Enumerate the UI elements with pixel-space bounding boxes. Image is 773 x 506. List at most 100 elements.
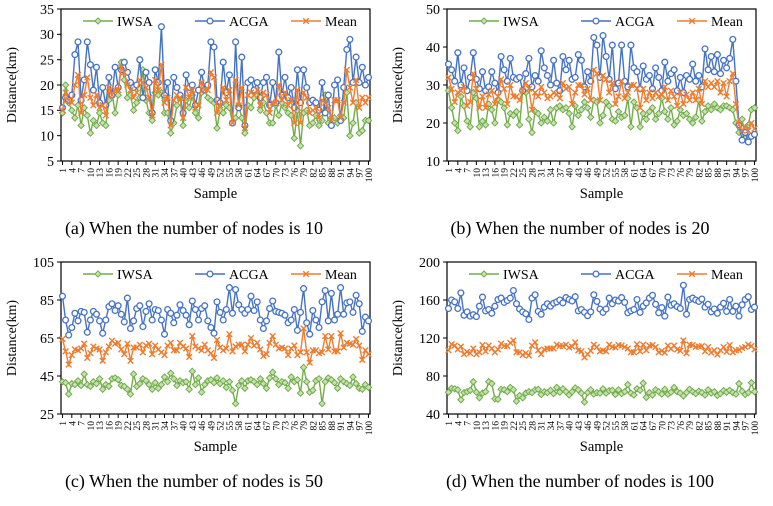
svg-text:52: 52: [603, 421, 613, 431]
svg-text:46: 46: [584, 168, 594, 178]
svg-text:15: 15: [40, 104, 54, 119]
series-IWSA: [444, 86, 759, 141]
svg-text:1: 1: [445, 168, 455, 173]
legend-label-IWSA: IWSA: [117, 15, 154, 30]
svg-text:31: 31: [538, 168, 548, 178]
y-axis-title: Distance(km): [391, 300, 406, 377]
svg-text:4: 4: [68, 168, 78, 173]
svg-text:40: 40: [180, 168, 190, 178]
svg-text:7: 7: [464, 168, 474, 173]
svg-text:55: 55: [612, 421, 622, 431]
svg-text:10: 10: [426, 155, 440, 170]
svg-text:200: 200: [419, 256, 440, 271]
svg-text:61: 61: [630, 421, 640, 431]
svg-text:67: 67: [649, 421, 659, 431]
svg-text:43: 43: [189, 421, 199, 431]
svg-text:91: 91: [337, 168, 347, 178]
x-axis-title: Sample: [194, 186, 238, 202]
svg-text:58: 58: [621, 421, 631, 431]
x-axis: 1 4 7 10 13 16 19 22 25 28 31 34 37 40 43 46 49 52 55 58 61 6…: [59, 161, 375, 182]
svg-text:73: 73: [282, 421, 292, 431]
series-Mean: [445, 337, 758, 361]
svg-text:105: 105: [33, 256, 54, 271]
svg-text:49: 49: [593, 421, 603, 431]
svg-text:1: 1: [59, 168, 69, 173]
legend-label-ACGA: ACGA: [615, 15, 656, 30]
svg-text:73: 73: [668, 421, 678, 431]
svg-text:97: 97: [742, 421, 752, 431]
x-axis: 1 4 7 10 13 16 19 22 25 28 31 34 37 40 43 46 49 52 55 58 61 6…: [445, 414, 761, 435]
svg-text:58: 58: [235, 421, 245, 431]
legend-label-ACGA: ACGA: [229, 268, 270, 283]
chart-d-caption: (d) When the number of nodes is 100: [445, 471, 715, 491]
svg-text:10: 10: [87, 168, 97, 178]
chart-a-caption: (a) When the number of nodes is 10: [64, 218, 324, 238]
chart-panel-a: 5 10 15 20 25 30 35 1 4 7 10 13 16 19 22 25 28 31 34 37 40 43…: [1, 0, 387, 253]
svg-text:58: 58: [235, 168, 245, 178]
svg-text:1: 1: [445, 421, 455, 426]
svg-text:35: 35: [40, 3, 54, 18]
svg-text:85: 85: [705, 168, 715, 178]
series-Mean: [445, 66, 758, 134]
svg-text:97: 97: [356, 421, 366, 431]
legend: IWSA ACGA Mean: [83, 15, 357, 30]
svg-text:28: 28: [142, 421, 152, 431]
svg-text:34: 34: [161, 421, 171, 431]
svg-text:37: 37: [170, 421, 180, 431]
svg-text:25: 25: [40, 53, 54, 68]
legend: IWSA ACGA Mean: [83, 268, 357, 283]
svg-text:94: 94: [346, 421, 356, 431]
svg-text:61: 61: [244, 421, 254, 431]
svg-text:22: 22: [124, 168, 134, 178]
svg-text:30: 30: [40, 28, 54, 43]
svg-text:61: 61: [244, 168, 254, 178]
series-Mean: [59, 61, 372, 132]
svg-text:58: 58: [621, 168, 631, 178]
svg-text:88: 88: [714, 168, 724, 178]
y-axis: 25 45 65 85 105: [33, 256, 61, 423]
svg-text:82: 82: [695, 168, 705, 178]
svg-text:13: 13: [482, 168, 492, 178]
series-ACGA: [58, 284, 373, 339]
svg-text:88: 88: [714, 421, 724, 431]
svg-text:25: 25: [519, 421, 529, 431]
svg-text:52: 52: [217, 421, 227, 431]
svg-text:67: 67: [649, 168, 659, 178]
svg-text:85: 85: [319, 421, 329, 431]
chart-panel-d: 40 80 120 160 200 1 4 7 10 13 16 19 22 25 28 31 34 37 40 43…: [387, 253, 773, 506]
legend-label-Mean: Mean: [325, 268, 357, 283]
svg-text:82: 82: [309, 168, 319, 178]
svg-text:52: 52: [603, 168, 613, 178]
svg-text:97: 97: [356, 168, 366, 178]
svg-text:70: 70: [658, 168, 668, 178]
svg-text:31: 31: [152, 421, 162, 431]
chart-panel-c: 25 45 65 85 105 1 4 7 10 13 16 19 22 25 28 31 34 37 40 43 46…: [1, 253, 387, 506]
legend-label-IWSA: IWSA: [503, 15, 540, 30]
svg-text:46: 46: [198, 168, 208, 178]
svg-text:7: 7: [78, 421, 88, 426]
svg-text:79: 79: [686, 421, 696, 431]
y-axis-title: Distance(km): [5, 47, 20, 124]
svg-text:10: 10: [473, 168, 483, 178]
svg-text:7: 7: [464, 421, 474, 426]
svg-text:76: 76: [291, 421, 301, 431]
svg-text:37: 37: [556, 168, 566, 178]
svg-text:50: 50: [426, 3, 440, 18]
svg-text:19: 19: [501, 168, 511, 178]
svg-text:76: 76: [291, 168, 301, 178]
svg-text:73: 73: [668, 168, 678, 178]
svg-text:16: 16: [491, 168, 501, 178]
svg-text:91: 91: [723, 168, 733, 178]
x-axis-title: Sample: [580, 186, 624, 202]
svg-text:28: 28: [142, 168, 152, 178]
svg-text:13: 13: [96, 421, 106, 431]
svg-text:19: 19: [115, 168, 125, 178]
svg-text:10: 10: [87, 421, 97, 431]
svg-text:22: 22: [510, 168, 520, 178]
svg-text:94: 94: [732, 421, 742, 431]
y-axis-title: Distance(km): [391, 47, 406, 124]
svg-text:13: 13: [482, 421, 492, 431]
svg-text:52: 52: [217, 168, 227, 178]
